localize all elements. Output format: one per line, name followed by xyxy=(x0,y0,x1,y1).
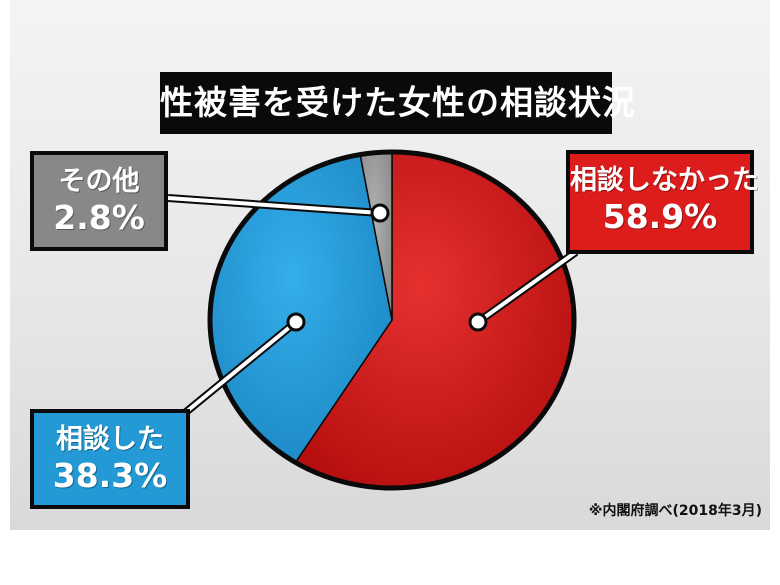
pie-outline xyxy=(207,149,577,491)
slice-label-other: その他 2.8% xyxy=(30,151,168,251)
leader-dot-not-consulted xyxy=(468,312,488,332)
slice-label-other-category: その他 xyxy=(58,166,140,197)
slice-label-not-consulted: 相談しなかった 58.9% xyxy=(566,150,759,254)
leader-dot-consulted xyxy=(286,312,306,332)
slice-label-other-value: 2.8% xyxy=(53,198,145,237)
leader-line-not-consulted xyxy=(476,250,578,324)
slice-label-consulted: 相談した 38.3% xyxy=(30,409,190,509)
slice-label-not-consulted-category: 相談しなかった xyxy=(570,165,759,196)
chart-title: 性被害を受けた女性の相談状況 xyxy=(160,72,635,134)
leader-line-consulted xyxy=(184,320,298,414)
leader-line-other xyxy=(167,196,381,215)
leader-dot-other xyxy=(370,203,390,223)
slice-label-consulted-value: 38.3% xyxy=(52,456,168,495)
slice-label-not-consulted-value: 58.9% xyxy=(602,197,718,236)
source-note: ※内閣府調べ(2018年3月) xyxy=(588,503,762,519)
slice-label-consulted-category: 相談した xyxy=(56,424,164,455)
